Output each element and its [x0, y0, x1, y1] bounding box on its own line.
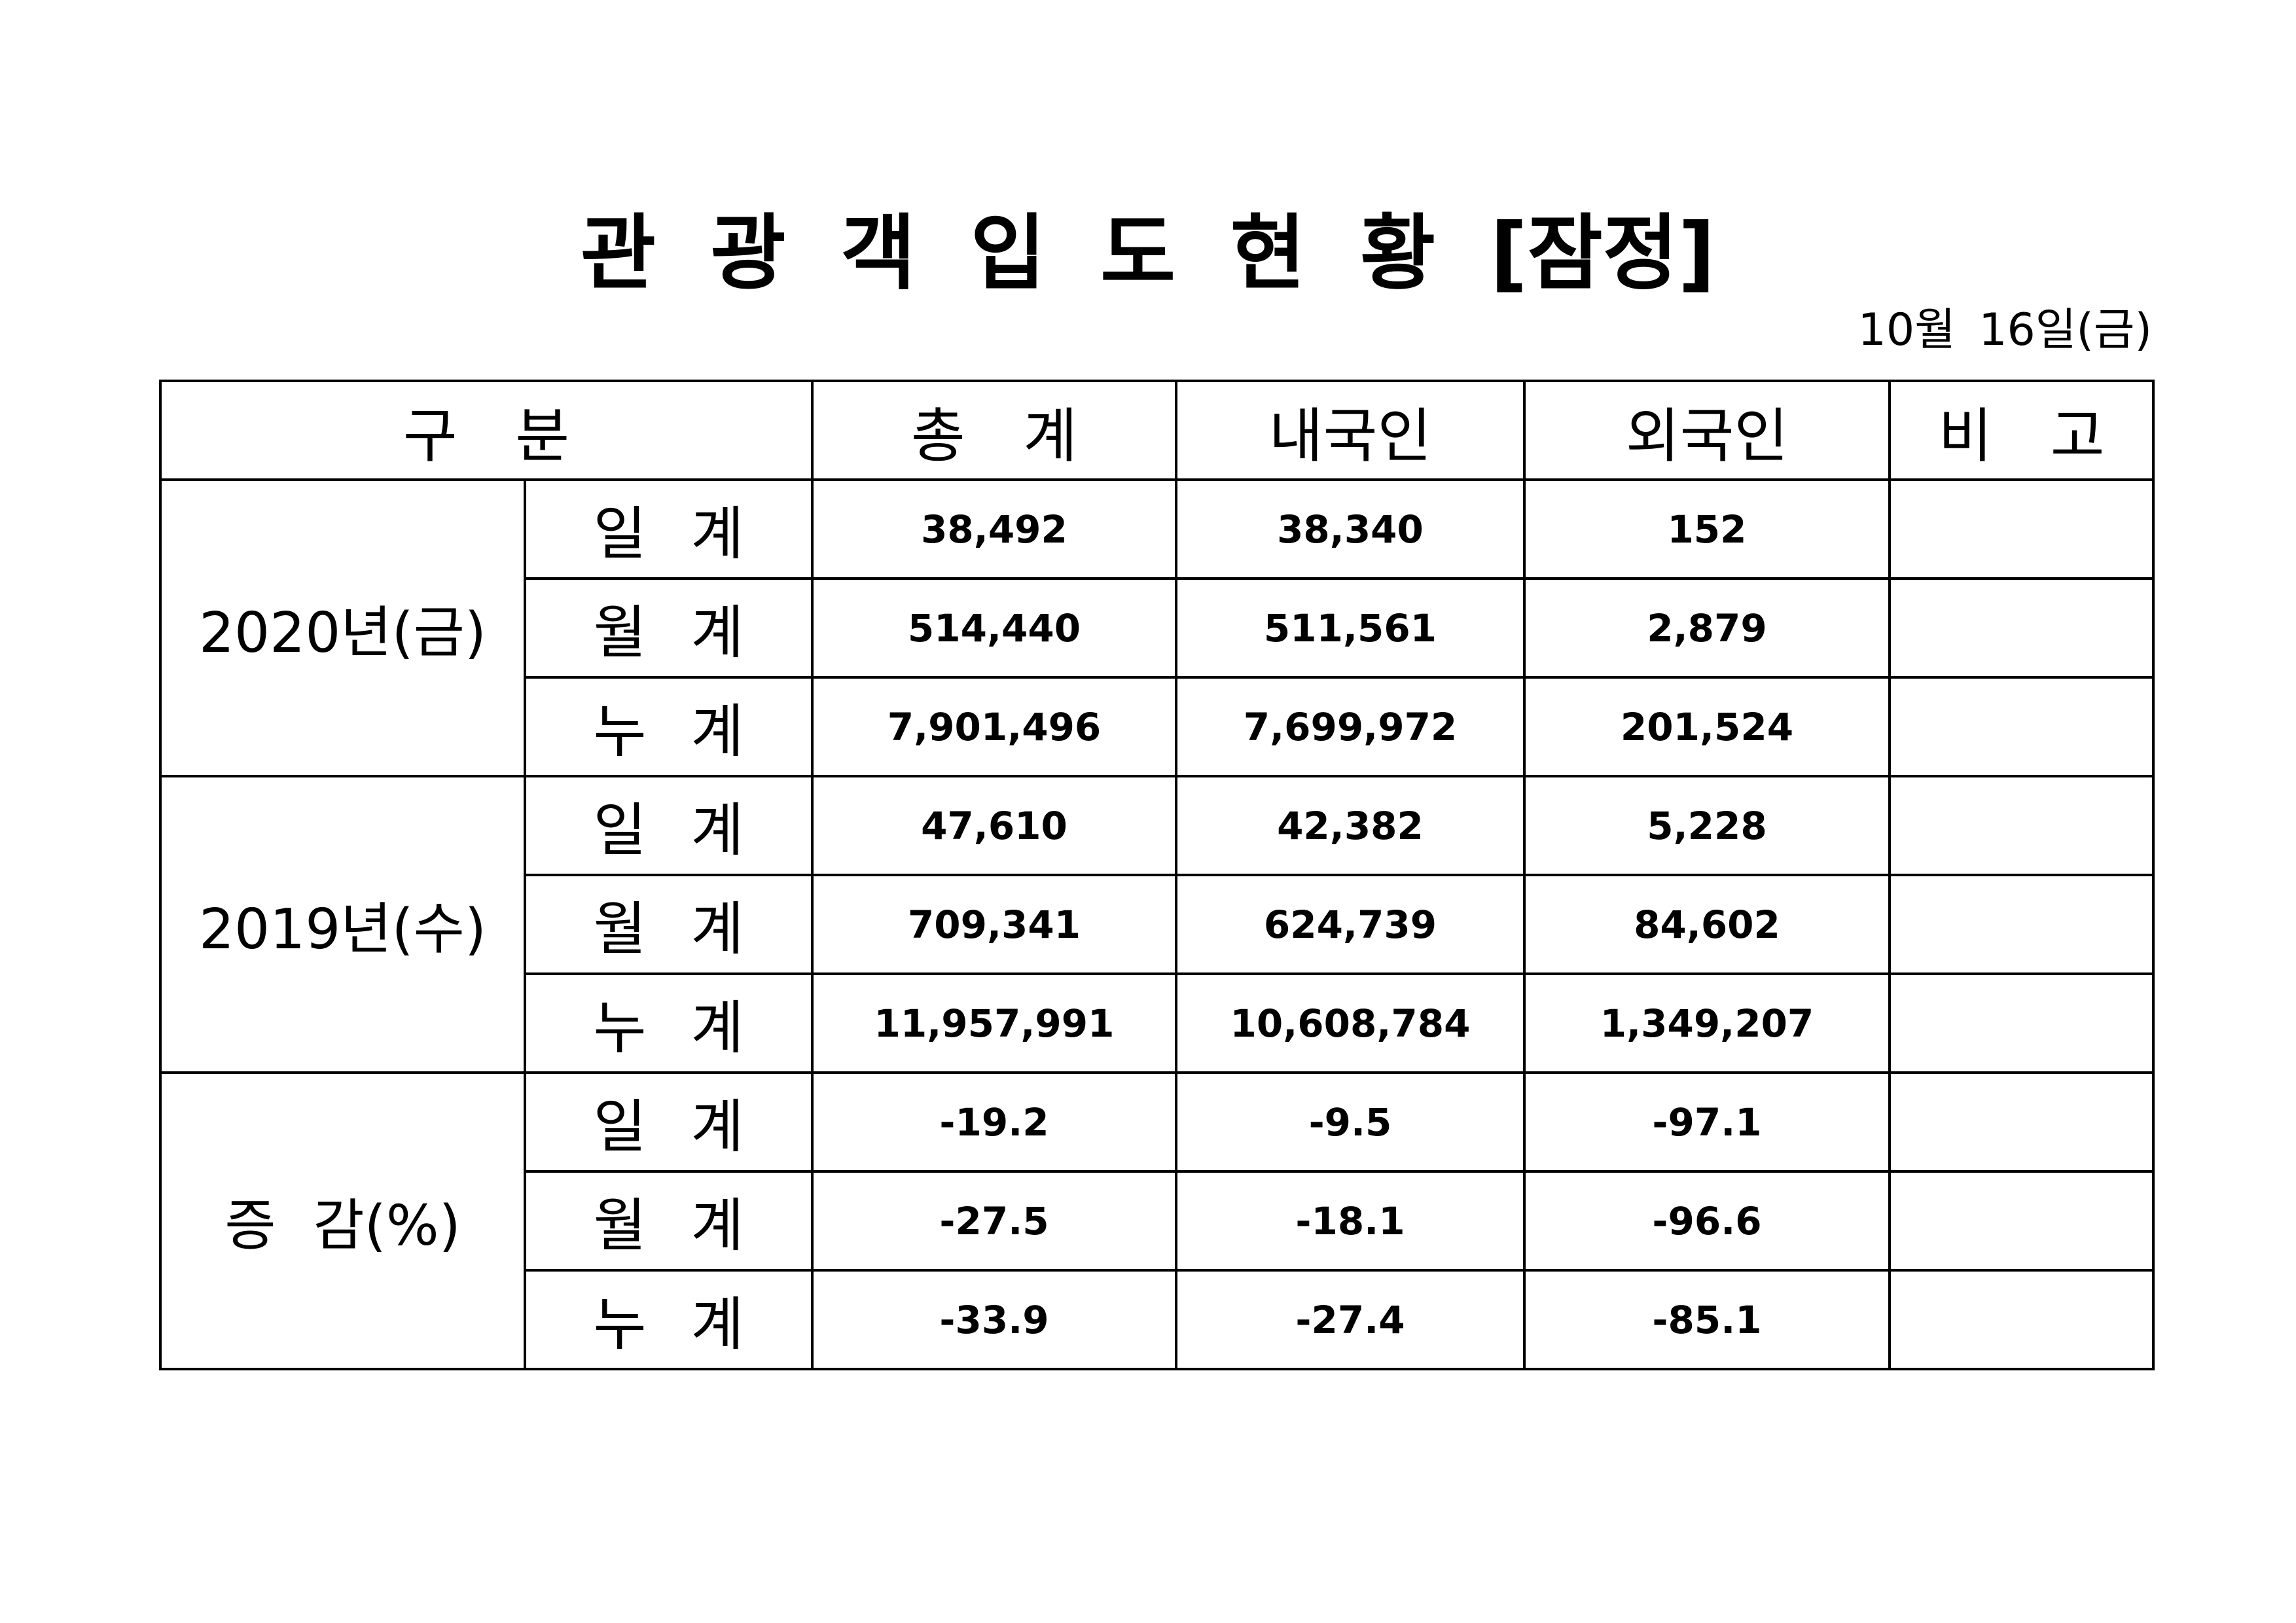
value-cell: 47,610	[811, 775, 1177, 876]
group-label: 2019년(수)	[159, 775, 526, 1074]
value-cell: -97.1	[1523, 1071, 1891, 1173]
row: 월 계 514,440 511,561 2,879	[160, 577, 2155, 679]
value-cell: -27.5	[811, 1170, 1177, 1272]
note-cell	[1888, 1170, 2155, 1272]
value-cell: 201,524	[1523, 676, 1891, 777]
value-cell: 7,901,496	[811, 676, 1177, 777]
column-header: 내국인	[1175, 380, 1526, 481]
row-label: 누 계	[524, 972, 814, 1074]
value-cell: 709,341	[811, 874, 1177, 975]
column-header: 구 분	[159, 380, 814, 481]
row-label: 월 계	[524, 1170, 814, 1272]
title: 관 광 객 입 도 현 황 [잠정]	[581, 206, 1715, 301]
value-cell: -18.1	[1175, 1170, 1526, 1272]
row: 누 계 11,957,991 10,608,784 1,349,207	[160, 972, 2155, 1074]
value-cell: -33.9	[811, 1269, 1177, 1370]
value-cell: 5,228	[1523, 775, 1891, 876]
value-cell: 7,699,972	[1175, 676, 1526, 777]
value-cell: 514,440	[811, 577, 1177, 679]
row: 2019년(수) 일 계 47,610 42,382 5,228	[159, 775, 2155, 1074]
note-cell	[1888, 1269, 2155, 1370]
value-cell: 2,879	[1523, 577, 1891, 679]
value-cell: 84,602	[1523, 874, 1891, 975]
row-label: 누 계	[524, 676, 814, 777]
group-label: 2020년(금)	[159, 478, 526, 777]
row: 2020년(금) 일 계 38,492 38,340 152	[159, 478, 2155, 777]
row-label: 일 계	[524, 478, 814, 580]
row: 월 계 -27.5 -18.1 -96.6	[160, 1170, 2155, 1272]
value-cell: 152	[1523, 478, 1891, 580]
note-cell	[1888, 478, 2155, 580]
value-cell: 511,561	[1175, 577, 1526, 679]
value-cell: 38,492	[811, 478, 1177, 580]
value-cell: 10,608,784	[1175, 972, 1526, 1074]
date: 10월 16일(금)	[1857, 304, 2152, 356]
value-cell: 1,349,207	[1523, 972, 1891, 1074]
group-label: 증 감(%)	[159, 1071, 526, 1370]
column-header: 비 고	[1888, 380, 2155, 481]
note-cell	[1888, 874, 2155, 975]
value-cell: -27.4	[1175, 1269, 1526, 1370]
table-body: 2020년(금) 일 계 38,492 38,340 152 월 계 514,440 511,…	[159, 478, 2155, 1370]
value-cell: 38,340	[1175, 478, 1526, 580]
row-label: 누 계	[524, 1269, 814, 1370]
value-cell: 624,739	[1175, 874, 1526, 975]
row: 증 감(%) 일 계 -19.2 -9.5 -97.1	[159, 1071, 2155, 1370]
value-cell: -9.5	[1175, 1071, 1526, 1173]
row: 누 계 7,901,496 7,699,972 201,524	[160, 676, 2155, 777]
row-label: 월 계	[524, 874, 814, 975]
note-cell	[1888, 775, 2155, 876]
row: 월 계 709,341 624,739 84,602	[160, 874, 2155, 975]
row-label: 일 계	[524, 1071, 814, 1173]
value-cell: -85.1	[1523, 1269, 1891, 1370]
value-cell: 42,382	[1175, 775, 1526, 876]
row-label: 일 계	[524, 775, 814, 876]
row-label: 월 계	[524, 577, 814, 679]
value-cell: 11,957,991	[811, 972, 1177, 1074]
table: 구 분 총 계 내국인 외국인 비 고 2020년(금) 일 계 38,492 38,…	[159, 380, 2155, 1370]
row: 누 계 -33.9 -27.4 -85.1	[160, 1269, 2155, 1370]
note-cell	[1888, 972, 2155, 1074]
value-cell: -96.6	[1523, 1170, 1891, 1272]
note-cell	[1888, 676, 2155, 777]
value-cell: -19.2	[811, 1071, 1177, 1173]
note-cell	[1888, 1071, 2155, 1173]
column-header: 총 계	[811, 380, 1177, 481]
column-header: 외국인	[1523, 380, 1891, 481]
header-row: 구 분 총 계 내국인 외국인 비 고	[159, 380, 2155, 481]
note-cell	[1888, 577, 2155, 679]
